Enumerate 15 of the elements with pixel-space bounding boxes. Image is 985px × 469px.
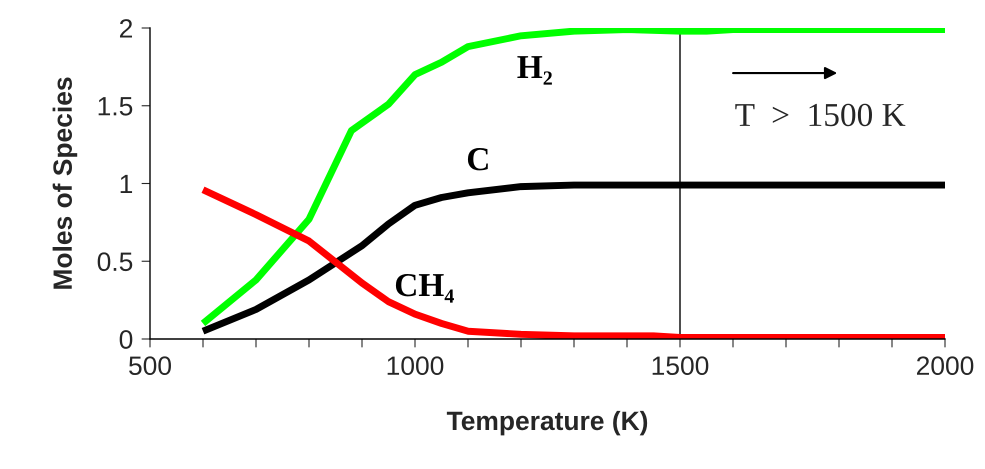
y-tick-label: 1.5 — [98, 97, 132, 116]
x-tick-label: 1000 — [388, 356, 444, 376]
y-tick-label: 0 — [120, 330, 132, 349]
y-tick-label: 0.5 — [98, 252, 132, 272]
annotation: T > 1500 K — [735, 104, 906, 126]
x-tick-label: 500 — [129, 356, 171, 376]
y-tick-label: 1 — [120, 174, 132, 194]
series-label: H₂ — [517, 56, 552, 85]
x-axis-title: Temperature (K) — [446, 410, 648, 436]
series-label: CH₄ — [396, 274, 454, 303]
series-label: C — [468, 148, 488, 170]
y-axis-title: Moles of Species — [52, 78, 78, 289]
x-tick-label: 2000 — [916, 356, 974, 376]
y-tick-label: 2 — [120, 19, 132, 38]
x-tick-label: 1500 — [652, 356, 708, 376]
